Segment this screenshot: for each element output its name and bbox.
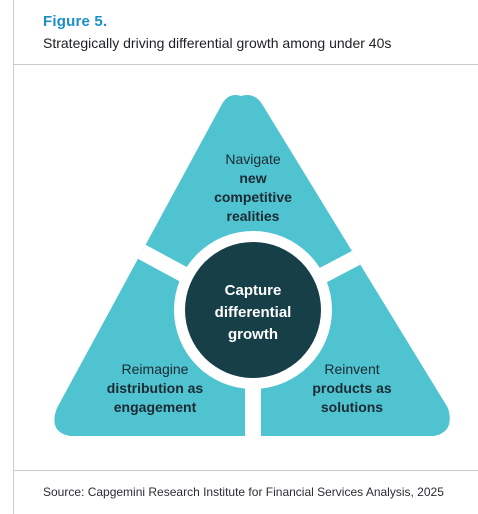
bottom-divider [13, 470, 478, 471]
figure-label: Figure 5. [43, 13, 108, 30]
center-circle [185, 242, 321, 378]
top-line-3: competitive [214, 189, 292, 205]
right-line-3: solutions [321, 399, 383, 415]
top-line-4: realities [227, 208, 280, 224]
top-line-2: new [239, 170, 266, 186]
center-line-2: differential [215, 304, 292, 321]
figure-title: Strategically driving differential growt… [43, 35, 392, 51]
top-line-1: Navigate [225, 151, 280, 167]
center-line-1: Capture [225, 282, 282, 299]
source-note: Source: Capgemini Research Institute for… [43, 485, 444, 499]
left-line-1: Reimagine [122, 361, 189, 377]
center-line-3: growth [228, 326, 278, 343]
top-divider [13, 64, 478, 65]
left-rule [13, 0, 14, 514]
right-line-1: Reinvent [324, 361, 379, 377]
left-line-2: distribution as [107, 380, 204, 396]
left-line-3: engagement [114, 399, 197, 415]
right-line-2: products as [312, 380, 392, 396]
